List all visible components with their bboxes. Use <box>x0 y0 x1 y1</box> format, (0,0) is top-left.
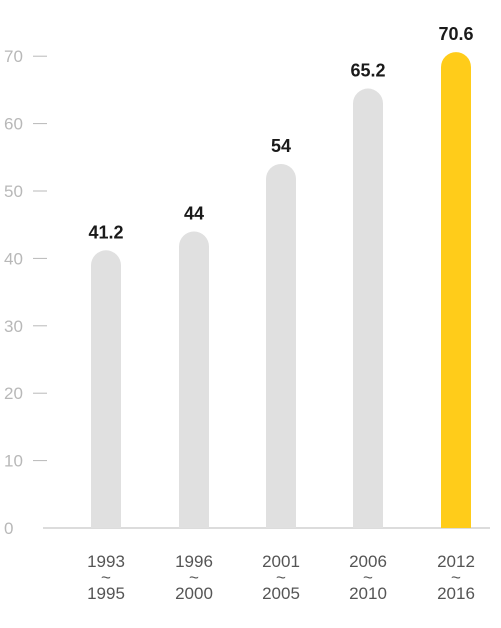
bar <box>353 88 383 529</box>
x-tick-label-start: 2012 <box>437 552 475 571</box>
x-tick-label-separator: ~ <box>189 568 199 587</box>
x-tick-label-start: 2001 <box>262 552 300 571</box>
x-tick-label-end: 2010 <box>349 584 387 603</box>
x-tick-label-end: 2000 <box>175 584 213 603</box>
data-label: 54 <box>271 136 291 156</box>
y-tick-label: 30 <box>4 317 23 336</box>
y-tick-label: 10 <box>4 452 23 471</box>
bar <box>441 52 471 528</box>
y-tick-label: 60 <box>4 115 23 134</box>
bar <box>91 250 122 528</box>
y-tick-label: 40 <box>4 249 23 268</box>
x-tick-label-separator: ~ <box>451 568 461 587</box>
data-label: 44 <box>184 203 204 223</box>
x-tick-label-separator: ~ <box>101 568 111 587</box>
x-tick-label-separator: ~ <box>276 568 286 587</box>
y-tick-label: 0 <box>4 519 13 538</box>
bar <box>266 164 296 529</box>
y-tick-label: 50 <box>4 182 23 201</box>
x-tick-label-start: 1996 <box>175 552 213 571</box>
x-tick-label-end: 2005 <box>262 584 300 603</box>
data-label: 41.2 <box>88 222 123 242</box>
y-tick-label: 70 <box>4 47 23 66</box>
x-tick-label-start: 2006 <box>349 552 387 571</box>
bar <box>179 231 209 529</box>
data-label: 65.2 <box>350 61 385 81</box>
x-tick-label-start: 1993 <box>87 552 125 571</box>
x-tick-label-separator: ~ <box>363 568 373 587</box>
x-tick-label-end: 2016 <box>437 584 475 603</box>
y-tick-label: 20 <box>4 384 23 403</box>
x-tick-label-end: 1995 <box>87 584 125 603</box>
data-label: 70.6 <box>438 24 473 44</box>
